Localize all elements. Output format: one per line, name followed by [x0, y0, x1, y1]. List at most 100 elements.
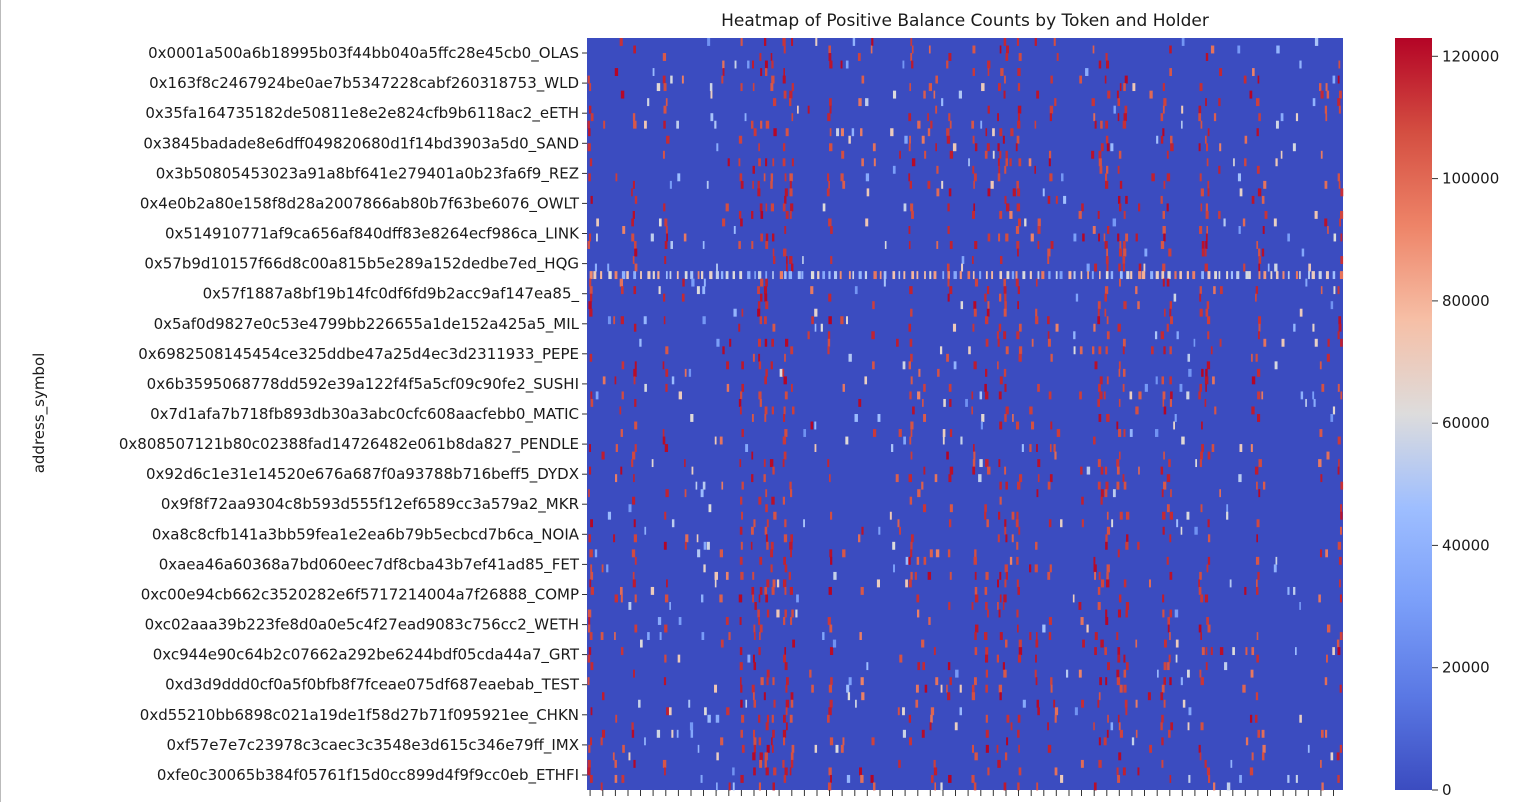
row-label: 0x6b3595068778dd592e39a122f4f5a5cf09c90f…	[147, 375, 579, 394]
heatmap-cell	[669, 180, 672, 189]
heatmap-cell	[1156, 135, 1159, 144]
heatmap-cell	[1204, 594, 1209, 603]
heatmap-cell	[1273, 564, 1277, 573]
heatmap-cell	[785, 684, 788, 693]
heatmap-cell	[890, 128, 894, 137]
heatmap-cell	[1275, 556, 1278, 565]
heatmap-cell	[751, 451, 754, 460]
heatmap-cell	[1263, 338, 1267, 347]
heatmap-cell	[758, 714, 761, 723]
heatmap-cell	[908, 361, 912, 370]
heatmap-cell	[971, 692, 976, 701]
heatmap-cell	[1244, 135, 1248, 144]
heatmap-cell	[1035, 308, 1038, 317]
heatmap-cell	[1242, 684, 1246, 693]
heatmap-cell	[664, 511, 667, 520]
heatmap-cell	[1037, 271, 1040, 280]
heatmap-cell	[766, 541, 769, 550]
heatmap-cell	[1154, 429, 1159, 437]
heatmap-cell	[740, 774, 744, 783]
heatmap-cell	[814, 744, 818, 753]
heatmap-cell	[589, 271, 593, 280]
heatmap-cell	[971, 684, 975, 693]
heatmap-cell	[752, 83, 755, 92]
heatmap-cell	[985, 684, 988, 693]
heatmap-cell	[1338, 323, 1342, 332]
heatmap-cell	[1105, 53, 1108, 61]
heatmap-cell	[971, 120, 975, 129]
heatmap-cell	[1168, 248, 1172, 257]
heatmap-cell	[985, 316, 989, 325]
heatmap-cell	[590, 398, 594, 407]
heatmap-cell	[596, 218, 599, 227]
heatmap-cell	[839, 271, 842, 280]
heatmap-cell	[855, 699, 857, 708]
heatmap-cell	[1208, 774, 1211, 783]
heatmap-cell	[883, 271, 887, 280]
heatmap-cell	[1021, 444, 1024, 452]
heatmap-cell	[829, 699, 833, 708]
heatmap-cell	[1213, 113, 1217, 122]
heatmap-cell	[902, 729, 906, 738]
heatmap-cell	[1199, 383, 1202, 392]
heatmap-cell	[783, 376, 787, 385]
heatmap-cell	[1257, 391, 1261, 400]
heatmap-cell	[1255, 286, 1259, 295]
heatmap-cell	[1034, 38, 1037, 46]
heatmap-cell	[619, 406, 622, 415]
heatmap-cell	[640, 271, 642, 280]
heatmap-cell	[1135, 286, 1138, 295]
heatmap-cell	[1110, 271, 1114, 280]
heatmap-cell	[1187, 669, 1190, 678]
heatmap-cell	[1097, 301, 1101, 310]
heatmap-cell	[1097, 210, 1100, 219]
heatmap-cell	[662, 429, 665, 437]
heatmap-cell	[873, 158, 876, 167]
heatmap-cell	[1336, 752, 1340, 761]
heatmap-cell	[1037, 459, 1041, 468]
heatmap-cell	[1232, 647, 1235, 656]
heatmap-cell	[959, 271, 962, 280]
heatmap-cell	[1049, 564, 1052, 573]
heatmap-cell	[715, 714, 720, 723]
heatmap-cell	[1319, 83, 1322, 92]
heatmap-cell	[1166, 556, 1169, 565]
heatmap-cell	[1123, 113, 1127, 122]
heatmap-cell	[1258, 459, 1262, 468]
heatmap-cell	[814, 421, 817, 430]
heatmap-cell	[1254, 466, 1259, 475]
heatmap-cell	[664, 256, 667, 264]
heatmap-cell	[909, 391, 912, 400]
heatmap-cell	[997, 602, 999, 610]
heatmap-cell	[1251, 376, 1256, 385]
heatmap-cell	[1098, 737, 1101, 746]
heatmap-cell	[784, 353, 786, 362]
heatmap-cell	[1162, 526, 1165, 535]
heatmap-cell	[1016, 609, 1019, 618]
heatmap-cell	[1017, 248, 1019, 257]
heatmap-cell	[783, 556, 786, 565]
heatmap-cell	[1015, 226, 1020, 234]
heatmap-cell	[815, 38, 818, 46]
heatmap-cell	[947, 293, 950, 302]
heatmap-cell	[664, 444, 669, 452]
heatmap-cell	[810, 286, 814, 295]
heatmap-cell	[659, 632, 662, 640]
heatmap-cell	[1261, 729, 1265, 738]
heatmap-cell	[1016, 511, 1019, 520]
heatmap-cell	[631, 459, 634, 468]
heatmap-cell	[776, 579, 780, 588]
heatmap-cell	[1047, 338, 1051, 347]
heatmap-cell	[786, 263, 788, 272]
heatmap-cell	[665, 271, 668, 280]
heatmap-cell	[752, 752, 756, 761]
heatmap-cell	[952, 323, 957, 332]
heatmap-cell	[941, 180, 944, 189]
heatmap-cell	[671, 729, 674, 738]
heatmap-cell	[1048, 158, 1051, 167]
heatmap-cell	[772, 579, 776, 588]
heatmap-cell	[1034, 564, 1038, 573]
heatmap-cell	[587, 241, 591, 249]
heatmap-cell	[896, 338, 899, 347]
heatmap-cell	[1004, 293, 1007, 302]
